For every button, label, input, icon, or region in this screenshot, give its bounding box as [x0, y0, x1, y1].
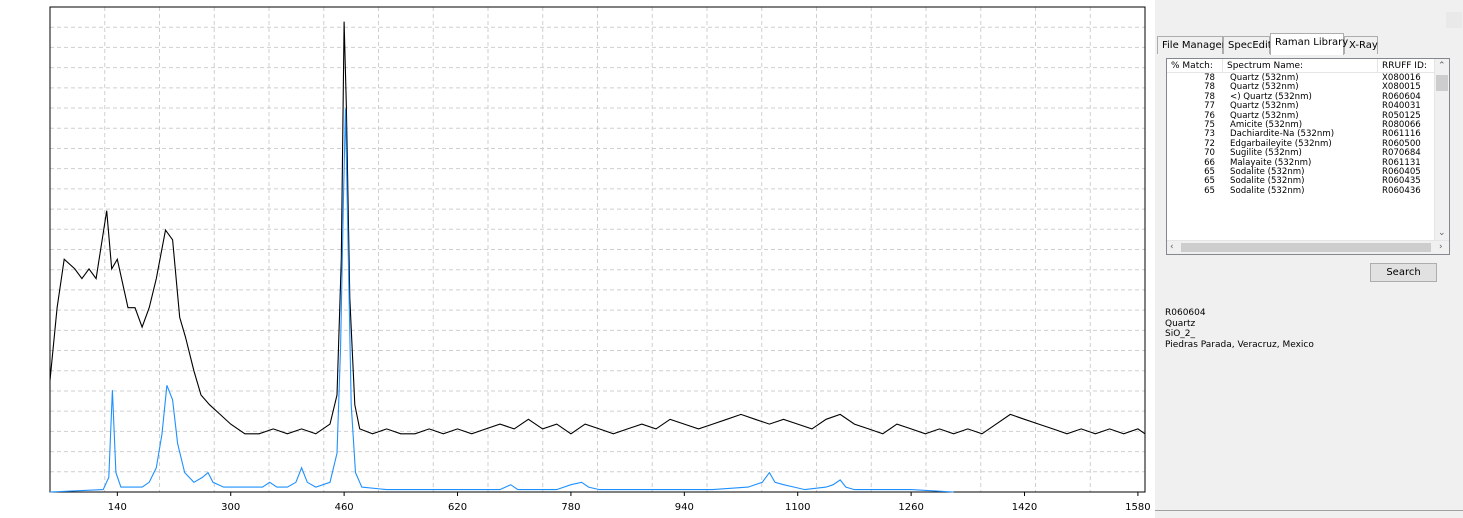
- table-row[interactable]: 78 Quartz (532nm) X080015: [1167, 82, 1435, 93]
- cell-rruff-id: R070684: [1382, 148, 1421, 159]
- table-row[interactable]: 70 Sugilite (532nm) R070684: [1167, 148, 1435, 159]
- table-row[interactable]: 76 Quartz (532nm) R050125: [1167, 110, 1435, 121]
- x-tick-label: 780: [561, 502, 580, 513]
- cell-rruff-id: R061116: [1382, 129, 1421, 140]
- cell-rruff-id: R060405: [1382, 167, 1421, 177]
- cell-match: 66: [1204, 157, 1215, 168]
- search-button[interactable]: Search: [1370, 263, 1437, 282]
- cell-rruff-id: R061131: [1382, 157, 1421, 168]
- cell-match: 78: [1204, 73, 1215, 83]
- table-row[interactable]: 75 Amicite (532nm) R080066: [1167, 120, 1435, 130]
- info-rruff-id: R060604: [1165, 308, 1206, 318]
- cell-rruff-id: X080016: [1382, 73, 1421, 83]
- table-row[interactable]: 72 Edgarbaileyite (532nm) R060500: [1167, 138, 1435, 149]
- cell-match: 72: [1204, 138, 1215, 149]
- x-tick-label: 1580: [1125, 502, 1150, 513]
- column-header-spectrum-name[interactable]: Spectrum Name:: [1223, 59, 1378, 73]
- cell-spectrum-name: Quartz (532nm): [1230, 110, 1299, 121]
- horizontal-scrollbar[interactable]: ‹ ›: [1167, 240, 1449, 254]
- cell-spectrum-name: Sodalite (532nm): [1230, 185, 1305, 196]
- tab-x-ray[interactable]: X-Ray: [1344, 36, 1378, 54]
- x-tick-label: 140: [108, 502, 127, 513]
- cell-match: 73: [1204, 129, 1215, 140]
- tab-file-manager[interactable]: File Manager: [1157, 36, 1226, 54]
- cell-rruff-id: R060500: [1382, 138, 1421, 149]
- cell-spectrum-name: Quartz (532nm): [1230, 73, 1299, 83]
- match-results-list[interactable]: % Match: Spectrum Name: RRUFF ID: 78 Quar…: [1166, 58, 1450, 255]
- cell-rruff-id: R060436: [1382, 185, 1421, 196]
- scroll-up-icon[interactable]: ⌃: [1438, 61, 1446, 71]
- cell-rruff-id: R080066: [1382, 120, 1421, 130]
- x-tick-label: 1260: [898, 502, 923, 513]
- cell-match: 78: [1204, 82, 1215, 93]
- cell-spectrum-name: Quartz (532nm): [1230, 101, 1299, 112]
- cell-spectrum-name: <) Quartz (532nm): [1230, 91, 1312, 102]
- table-row[interactable]: 78 Quartz (532nm) X080016: [1167, 73, 1435, 83]
- x-tick-label: 1420: [1012, 502, 1037, 513]
- info-formula: SiO_2_: [1165, 329, 1196, 339]
- spectrum-plot-area[interactable]: 140 300 460 620 780 940 1100 1260 1420 1580: [0, 0, 1150, 518]
- cell-match: 78: [1204, 91, 1215, 102]
- cell-match: 65: [1204, 176, 1215, 187]
- panel-corner-button[interactable]: [1446, 12, 1462, 28]
- table-row[interactable]: 78 <) Quartz (532nm) R060604: [1167, 91, 1435, 102]
- cell-spectrum-name: Quartz (532nm): [1230, 82, 1299, 93]
- cell-match: 65: [1204, 167, 1215, 177]
- plot-frame: [49, 6, 1146, 493]
- table-row[interactable]: 65 Sodalite (532nm) R060436: [1167, 185, 1435, 196]
- tab-raman-library[interactable]: Raman Library: [1270, 33, 1348, 55]
- horizontal-scroll-thumb[interactable]: [1181, 243, 1431, 252]
- sample-spectrum-line: [49, 21, 1146, 435]
- selected-spectrum-info: R060604 Quartz SiO_2_ Piedras Parada, Ve…: [1165, 308, 1314, 350]
- info-mineral-name: Quartz: [1165, 318, 1196, 329]
- cell-rruff-id: R060435: [1382, 176, 1421, 187]
- scroll-right-icon[interactable]: ›: [1439, 242, 1443, 252]
- cell-spectrum-name: Amicite (532nm): [1230, 120, 1303, 130]
- x-tick-label: 1100: [785, 502, 810, 513]
- table-row[interactable]: 73 Dachiardite-Na (532nm) R061116: [1167, 129, 1435, 140]
- table-row[interactable]: 66 Malayaite (532nm) R061131: [1167, 157, 1435, 168]
- panel-bottom-divider: [1155, 510, 1463, 511]
- table-row[interactable]: 65 Sodalite (532nm) R060405: [1167, 167, 1435, 177]
- cell-spectrum-name: Sodalite (532nm): [1230, 176, 1305, 187]
- x-tick-label: 300: [221, 502, 240, 513]
- tab-specedit[interactable]: SpecEdit: [1223, 36, 1272, 54]
- column-header-rruff-id[interactable]: RRUFF ID:: [1378, 59, 1435, 73]
- cell-spectrum-name: Sugilite (532nm): [1230, 148, 1302, 159]
- cell-rruff-id: X080015: [1382, 82, 1421, 93]
- cell-match: 65: [1204, 185, 1215, 196]
- cell-spectrum-name: Malayaite (532nm): [1230, 157, 1312, 168]
- cell-match: 70: [1204, 148, 1215, 159]
- cell-spectrum-name: Edgarbaileyite (532nm): [1230, 138, 1332, 149]
- info-locality: Piedras Parada, Veracruz, Mexico: [1165, 339, 1314, 350]
- table-row[interactable]: 65 Sodalite (532nm) R060435: [1167, 176, 1435, 187]
- scroll-left-icon[interactable]: ‹: [1170, 242, 1174, 252]
- cell-spectrum-name: Sodalite (532nm): [1230, 167, 1305, 177]
- reference-spectrum-line: [49, 108, 954, 493]
- table-row[interactable]: 77 Quartz (532nm) R040031: [1167, 101, 1435, 112]
- vertical-scroll-thumb[interactable]: [1436, 75, 1448, 91]
- scroll-down-icon[interactable]: ⌄: [1438, 228, 1446, 238]
- column-header-match[interactable]: % Match:: [1167, 59, 1223, 73]
- spectrum-chart[interactable]: 140 300 460 620 780 940 1100 1260 1420 1580: [0, 0, 1150, 518]
- x-tick-label: 940: [675, 502, 694, 513]
- cell-spectrum-name: Dachiardite-Na (532nm): [1230, 129, 1335, 140]
- cell-rruff-id: R060604: [1382, 91, 1421, 102]
- cell-match: 76: [1204, 110, 1215, 121]
- cell-rruff-id: R050125: [1382, 110, 1421, 121]
- cell-match: 75: [1204, 120, 1215, 130]
- splitter[interactable]: [1150, 0, 1155, 518]
- x-tick-label: 460: [335, 502, 354, 513]
- cell-rruff-id: R040031: [1382, 101, 1421, 112]
- cell-match: 77: [1204, 101, 1215, 112]
- vertical-scrollbar[interactable]: ⌃ ⌄: [1434, 59, 1449, 241]
- x-tick-label: 620: [448, 502, 467, 513]
